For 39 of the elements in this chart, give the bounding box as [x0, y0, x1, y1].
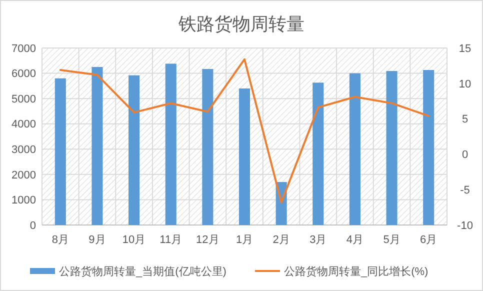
bar: [423, 70, 434, 225]
line-series: [59, 58, 430, 204]
x-tick-label: 8月: [52, 234, 69, 246]
bar: [312, 82, 324, 225]
bar: [128, 75, 140, 225]
x-tick-label: 5月: [383, 234, 400, 246]
y-tick-label: 5000: [12, 93, 36, 106]
bar: [165, 64, 176, 225]
y-tick-label: 0: [30, 220, 36, 232]
y-tick-label: 3000: [12, 144, 36, 156]
y2-tick-label: 10: [458, 78, 472, 90]
x-tick-label: 3月: [310, 234, 327, 246]
bar: [92, 66, 103, 225]
x-tick-label: 6月: [420, 234, 438, 246]
x-tick-label: 9月: [88, 234, 106, 246]
bar: [386, 71, 398, 225]
x-tick-label: 1月: [236, 234, 254, 246]
y2-tick-label: 5: [462, 114, 468, 126]
y-tick-label: 6000: [12, 68, 36, 80]
x-tick-label: 11月: [160, 234, 182, 246]
bar: [202, 68, 214, 225]
y2-tick-label: 15: [458, 42, 472, 55]
legend-label: 公路货物周转量_当期值(亿吨公里): [59, 264, 226, 278]
bar: [238, 88, 250, 225]
y2-tick-label: -5: [460, 184, 470, 196]
x-tick-label: 12月: [196, 234, 220, 246]
chart-title: 铁路货物周转量: [178, 14, 304, 34]
x-tick-label: 2月: [272, 234, 290, 246]
x-tick-label: 4月: [346, 234, 364, 246]
legend-label: 公路货物周转量_同比增长(%): [284, 264, 428, 278]
y-tick-label: 1000: [12, 194, 36, 207]
x-tick-label: 10月: [122, 234, 146, 246]
y-tick-label: 4000: [12, 118, 36, 131]
bar: [54, 78, 66, 225]
y-tick-label: 2000: [12, 169, 36, 182]
y-tick-label: 7000: [12, 42, 36, 55]
y2-tick-label: 0: [462, 149, 468, 162]
y2-tick-label: -10: [457, 220, 473, 232]
bar: [349, 73, 360, 225]
